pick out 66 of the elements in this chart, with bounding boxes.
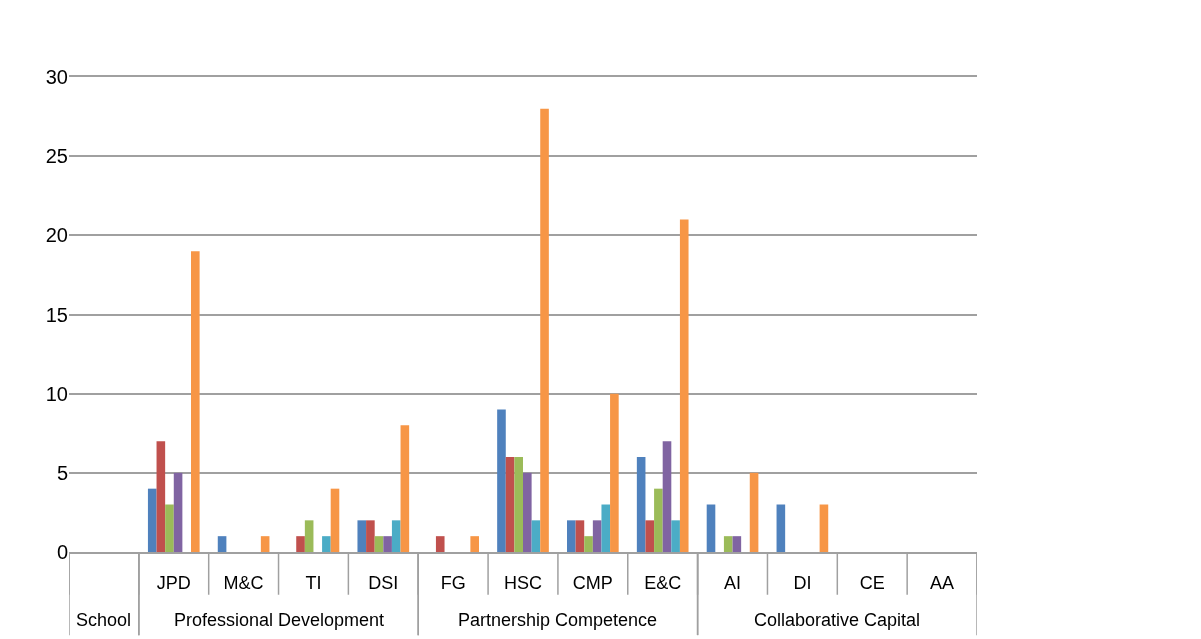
bar [322, 536, 331, 552]
bar [304, 520, 314, 552]
bar [217, 536, 227, 552]
bar [366, 520, 375, 552]
bar [819, 504, 829, 552]
bar [732, 536, 742, 552]
bar [400, 425, 410, 552]
bar [173, 472, 183, 552]
x-tick-label: E&C [644, 573, 682, 594]
bar [679, 219, 689, 552]
bar [776, 504, 786, 552]
bar [497, 409, 506, 552]
x-tick-label: AI [724, 573, 742, 594]
bar [165, 504, 174, 552]
bar [671, 520, 680, 552]
bar [514, 457, 523, 552]
text: Professional Development [174, 610, 385, 630]
bar [575, 520, 585, 552]
bar [584, 536, 593, 552]
y-tick-label: 5 [56, 461, 68, 484]
bar [749, 472, 759, 552]
bar [296, 536, 305, 552]
bar [383, 536, 392, 552]
bar [636, 457, 646, 552]
bar [330, 488, 340, 552]
bar [601, 504, 611, 552]
text: Partnership Competence [458, 610, 658, 630]
y-tick-label: 0 [56, 541, 68, 563]
bar [357, 520, 367, 552]
bar [191, 251, 200, 552]
y-tick-label: 20 [45, 224, 68, 247]
bar [156, 441, 166, 552]
bar [435, 536, 445, 552]
bar [654, 488, 663, 552]
x-tick-label: CMP [572, 573, 613, 594]
bar [470, 536, 479, 552]
text: School [76, 610, 132, 630]
bar [567, 520, 576, 552]
x-tick-label: JPD [156, 573, 191, 594]
y-tick-label: 15 [45, 303, 68, 326]
x-tick-label: FG [440, 573, 466, 594]
x-tick-label: DSI [368, 573, 399, 594]
bar [540, 108, 549, 552]
bar [610, 393, 619, 552]
bar [645, 520, 655, 552]
y-tick-label: 10 [45, 382, 68, 405]
bar [592, 520, 602, 552]
x-tick-label: DI [793, 573, 812, 594]
x-tick-label: TI [305, 573, 322, 594]
bar [260, 536, 270, 552]
bar [374, 536, 384, 552]
bar [505, 457, 515, 552]
x-tick-label: CE [859, 573, 885, 594]
x-tick-label: AA [930, 573, 955, 594]
bar [391, 520, 401, 552]
bar [147, 488, 157, 552]
x-tick-label: HSC [503, 573, 543, 594]
bar [523, 472, 532, 552]
x-tick-label: M&C [223, 573, 264, 594]
bar [723, 536, 733, 552]
bar [706, 504, 716, 552]
y-tick-label: 30 [45, 66, 68, 88]
text: Collaborative Capital [754, 610, 921, 630]
bar [662, 441, 672, 552]
y-tick-label: 25 [45, 145, 68, 168]
bar [531, 520, 541, 552]
